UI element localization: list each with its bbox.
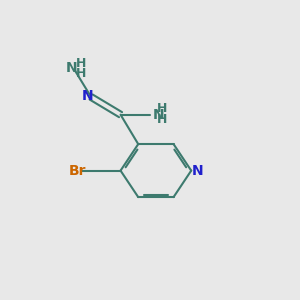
Text: N: N	[192, 164, 203, 178]
Text: N: N	[152, 108, 164, 122]
Text: H: H	[157, 113, 168, 127]
Text: H: H	[157, 102, 168, 115]
Text: H: H	[76, 67, 87, 80]
Text: H: H	[76, 57, 87, 70]
Text: N: N	[66, 61, 78, 75]
Text: N: N	[82, 88, 93, 103]
Text: Br: Br	[68, 164, 86, 178]
